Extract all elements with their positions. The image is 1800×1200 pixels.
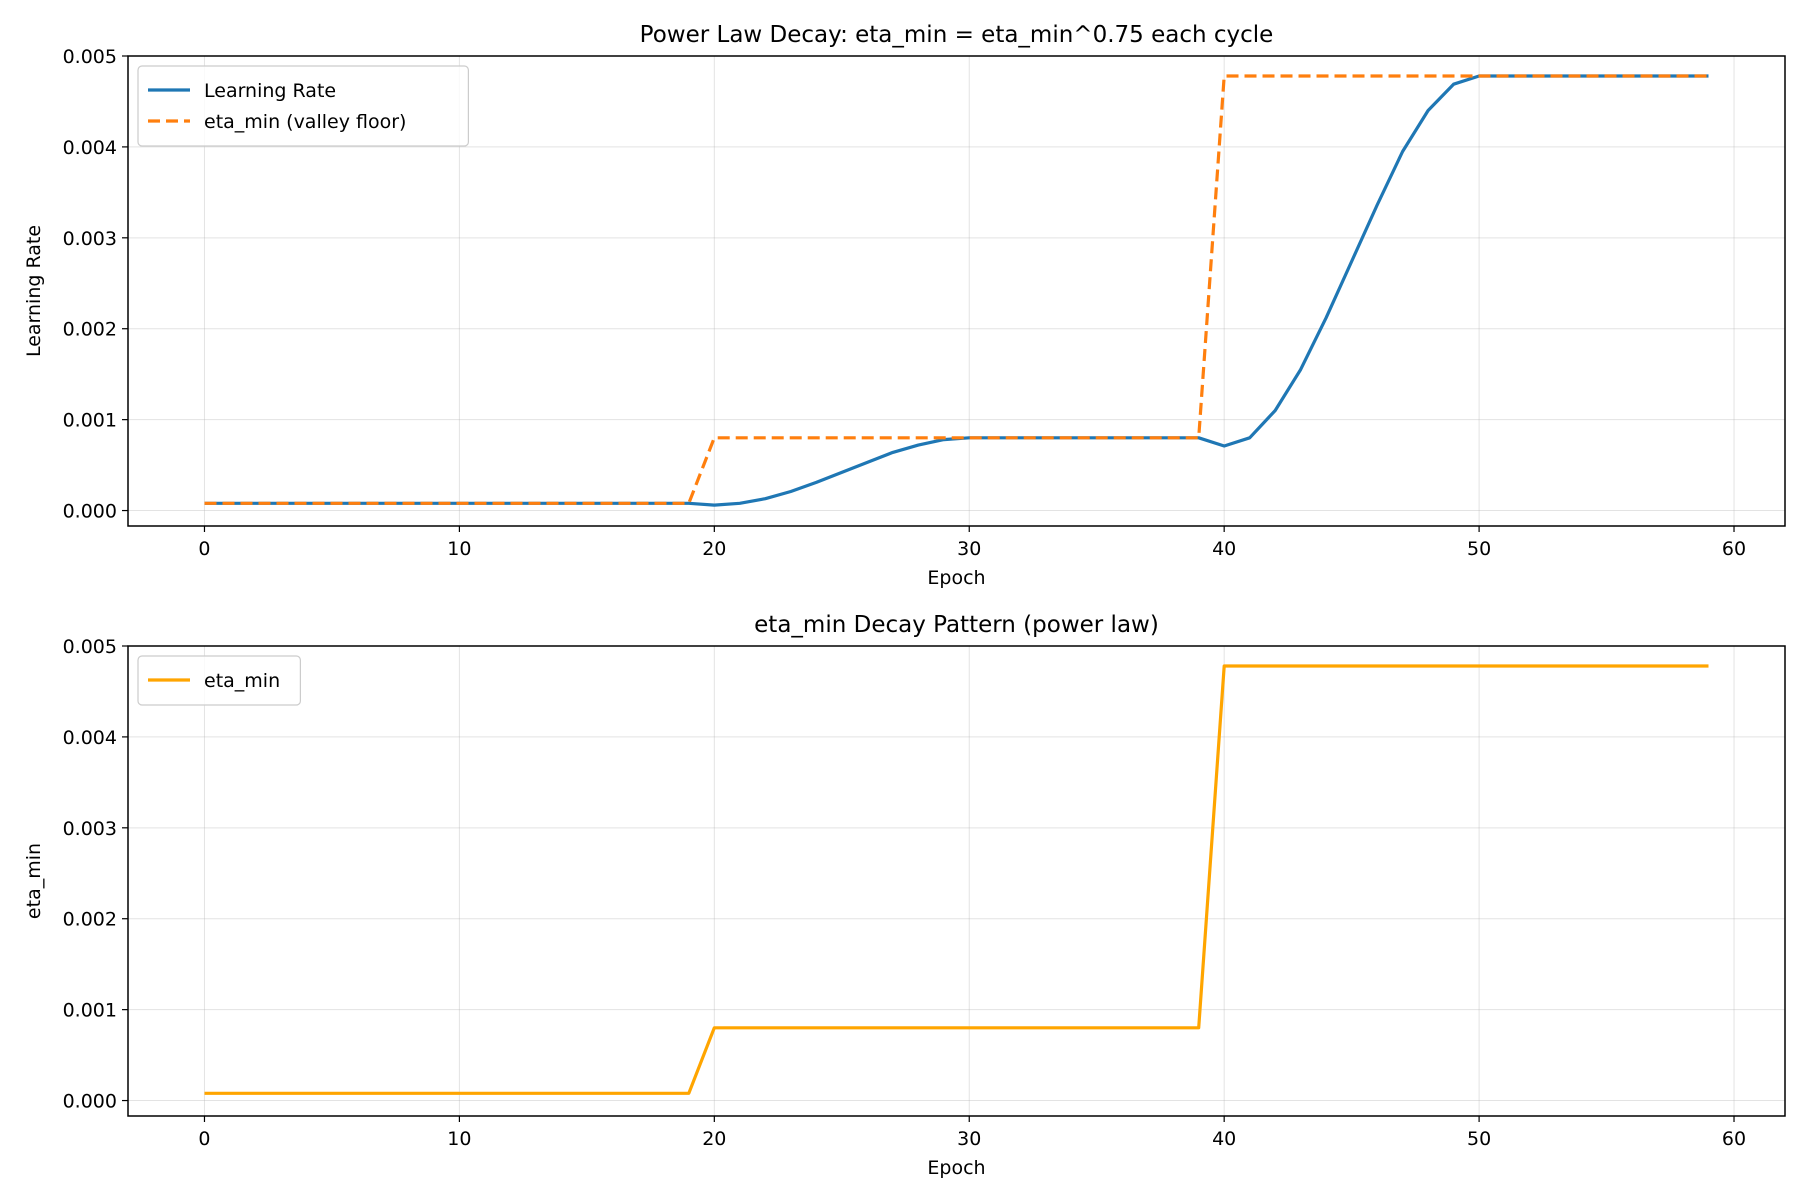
x-tick-label: 0 [198, 538, 210, 560]
x-tick-label: 0 [198, 1128, 210, 1150]
y-tick-label: 0.005 [63, 46, 117, 68]
x-tick-label: 40 [1212, 538, 1236, 560]
series-layer [204, 74, 1709, 507]
x-axis-label: Epoch [927, 1157, 985, 1179]
x-tick-label: 10 [447, 538, 471, 560]
chart-title: eta_min Decay Pattern (power law) [754, 612, 1159, 638]
x-axis-ticks: 0 10 20 30 40 50 60 [198, 526, 1746, 560]
y-axis-ticks: 0.000 0.001 0.002 0.003 0.004 0.005 [63, 46, 128, 523]
y-tick-label: 0.001 [63, 410, 117, 432]
x-tick-label: 30 [957, 1128, 981, 1150]
y-tick-label: 0.003 [63, 228, 117, 250]
x-axis-label: Epoch [927, 567, 985, 589]
y-tick-label: 0.003 [63, 818, 117, 840]
y-axis-ticks: 0.000 0.001 0.002 0.003 0.004 0.005 [63, 636, 128, 1113]
series-line-eta-min-valley-floor [204, 74, 1709, 505]
legend-label-eta-min: eta_min [204, 670, 280, 692]
plot-frame [127, 55, 1786, 527]
y-axis-label: eta_min [23, 843, 45, 919]
series-layer [204, 664, 1709, 1095]
y-tick-label: 0.002 [63, 909, 117, 931]
legend-label-eta-min-valley-floor: eta_min (valley floor) [204, 111, 406, 133]
y-tick-label: 0.005 [63, 636, 117, 658]
x-tick-label: 40 [1212, 1128, 1236, 1150]
x-tick-label: 30 [957, 538, 981, 560]
x-tick-label: 20 [702, 1128, 726, 1150]
y-tick-label: 0.004 [63, 727, 117, 749]
x-tick-label: 50 [1467, 1128, 1491, 1150]
y-axis-label: Learning Rate [23, 225, 45, 357]
x-tick-label: 50 [1467, 538, 1491, 560]
learning-rate-chart: 0 10 20 30 40 50 60 0.0000.0010.0020.0030.0040… [23, 22, 1786, 589]
legend: Learning Rate eta_min (valley floor) [137, 65, 469, 147]
y-tick-label: 0.001 [63, 1000, 117, 1022]
x-tick-label: 10 [447, 1128, 471, 1150]
y-tick-label: 0.002 [63, 319, 117, 341]
eta-min-chart: 0 10 20 30 40 50 60 0.0000.0010.0020.0030.0040… [23, 612, 1786, 1179]
y-tick-label: 0.000 [63, 501, 117, 523]
plot-frame [127, 645, 1786, 1117]
y-tick-label: 0.004 [63, 137, 117, 159]
x-axis-ticks: 0 10 20 30 40 50 60 [198, 1116, 1746, 1150]
legend: eta_min [137, 655, 301, 706]
legend-label-learning-rate: Learning Rate [204, 80, 336, 102]
x-tick-label: 60 [1722, 1128, 1746, 1150]
series-line-eta-min [204, 664, 1709, 1095]
legend-box [137, 655, 301, 706]
y-tick-label: 0.000 [63, 1091, 117, 1113]
x-tick-label: 20 [702, 538, 726, 560]
chart-title: Power Law Decay: eta_min = eta_min^0.75 … [640, 22, 1274, 48]
x-tick-label: 60 [1722, 538, 1746, 560]
legend-box [137, 65, 469, 147]
